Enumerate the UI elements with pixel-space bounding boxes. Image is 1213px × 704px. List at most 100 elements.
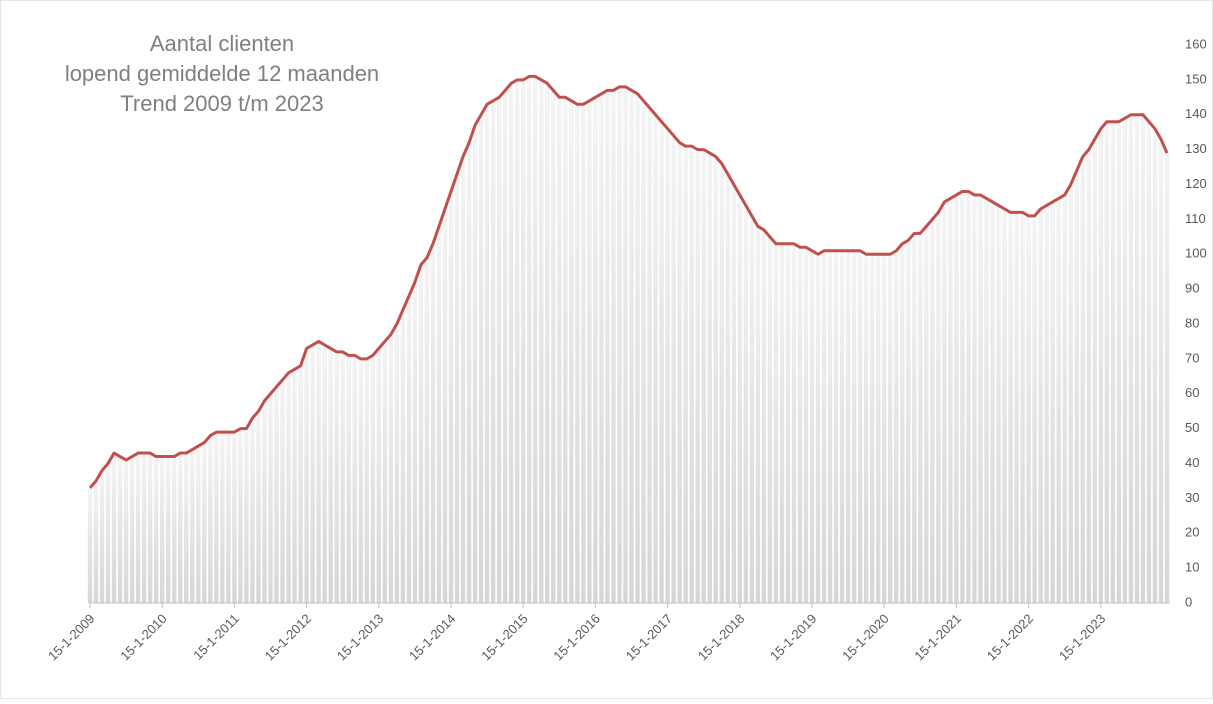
bar xyxy=(936,212,941,603)
y-tick-label: 90 xyxy=(1185,281,1199,296)
bar xyxy=(1158,139,1164,603)
bar xyxy=(845,250,851,603)
bar xyxy=(202,442,207,603)
bar xyxy=(737,194,743,603)
bar xyxy=(382,341,388,603)
bar xyxy=(731,184,736,603)
bar xyxy=(268,393,273,603)
bar xyxy=(1038,208,1043,603)
series-line xyxy=(88,74,1169,489)
bar xyxy=(1134,114,1140,603)
bar xyxy=(262,400,267,603)
bar xyxy=(1050,201,1055,603)
bar xyxy=(918,233,923,603)
bar xyxy=(725,174,730,603)
bar xyxy=(1098,128,1104,603)
bar xyxy=(298,365,303,603)
y-tick-label: 140 xyxy=(1185,106,1207,121)
bar xyxy=(623,86,628,604)
bar xyxy=(557,97,562,603)
bar xyxy=(966,191,971,603)
bar xyxy=(857,250,863,603)
bar xyxy=(617,86,622,604)
y-tick-label: 30 xyxy=(1185,490,1199,505)
y-tick-label: 150 xyxy=(1185,71,1207,86)
bar xyxy=(87,487,93,603)
bar xyxy=(743,205,749,604)
bar xyxy=(310,344,315,603)
bar xyxy=(1044,205,1049,604)
bar xyxy=(593,97,598,603)
bar xyxy=(1140,114,1146,603)
bar xyxy=(863,254,869,603)
bar xyxy=(1092,139,1097,603)
bar xyxy=(1008,212,1013,603)
bar xyxy=(376,348,382,603)
bar xyxy=(466,142,472,603)
bar xyxy=(1002,208,1007,603)
bar xyxy=(99,470,105,603)
bar xyxy=(280,379,285,603)
bar xyxy=(984,198,989,603)
bar xyxy=(436,226,442,603)
y-tick-label: 120 xyxy=(1185,176,1207,191)
bar xyxy=(484,104,490,603)
bar xyxy=(851,250,857,603)
bar xyxy=(773,243,779,603)
bar xyxy=(129,456,135,603)
bar xyxy=(147,453,153,603)
bar xyxy=(551,90,556,603)
bar xyxy=(906,240,911,604)
y-tick-label: 10 xyxy=(1185,560,1199,575)
bar xyxy=(400,310,406,603)
bar xyxy=(424,257,430,603)
bar xyxy=(316,341,321,603)
bar xyxy=(196,446,201,603)
bar xyxy=(996,205,1001,604)
bar xyxy=(117,456,123,603)
y-tick-label: 70 xyxy=(1185,350,1199,365)
bar xyxy=(135,453,141,603)
bar xyxy=(364,358,369,603)
bar xyxy=(990,201,995,603)
bar xyxy=(1128,114,1134,603)
bar xyxy=(412,282,418,603)
bar xyxy=(894,250,899,603)
bar xyxy=(539,79,544,603)
bar xyxy=(304,348,309,603)
bar xyxy=(160,456,165,603)
bar xyxy=(875,254,881,603)
bar xyxy=(581,104,586,603)
bar xyxy=(882,254,887,603)
bar xyxy=(521,79,526,603)
bar xyxy=(105,463,111,603)
bar xyxy=(569,100,574,604)
bar xyxy=(960,191,965,603)
bar xyxy=(153,456,159,603)
bar xyxy=(178,453,183,603)
bar xyxy=(340,351,345,603)
bar xyxy=(599,93,604,603)
y-tick-label: 0 xyxy=(1185,594,1192,609)
y-tick-label: 130 xyxy=(1185,141,1207,156)
bar xyxy=(641,100,646,604)
bar xyxy=(1062,194,1067,603)
bar xyxy=(653,114,658,603)
bar xyxy=(292,369,297,603)
bar xyxy=(454,174,460,603)
bar xyxy=(442,208,448,603)
bar xyxy=(1080,156,1085,603)
bar xyxy=(545,83,550,604)
bar xyxy=(605,90,610,603)
bar xyxy=(322,344,327,603)
bar xyxy=(1014,212,1019,603)
bar xyxy=(508,83,514,604)
bar xyxy=(809,250,815,603)
bar xyxy=(797,247,803,603)
bar xyxy=(352,355,357,603)
bar xyxy=(1152,128,1158,603)
bar xyxy=(111,453,117,603)
bar xyxy=(190,449,195,603)
bar xyxy=(460,156,466,603)
bar xyxy=(208,435,213,603)
